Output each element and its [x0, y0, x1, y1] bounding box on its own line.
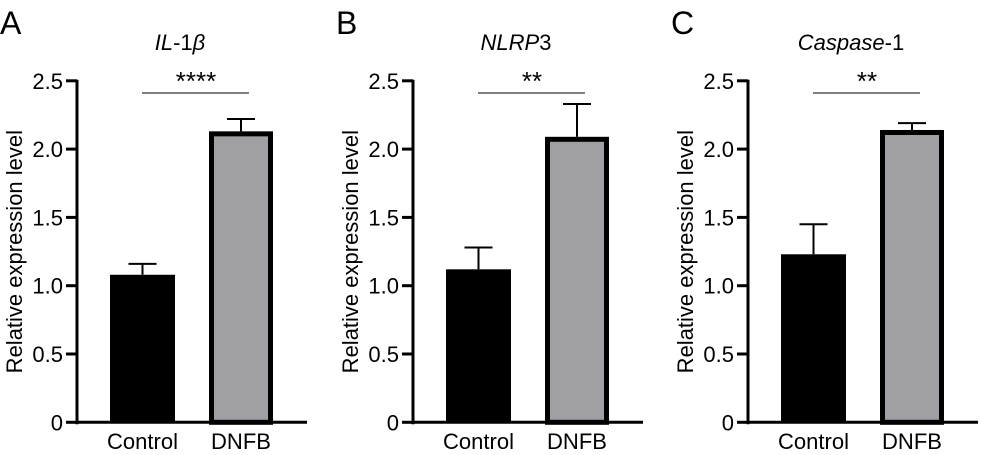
x-tick-label: DNFB	[547, 429, 607, 454]
y-tick-label: 1.0	[368, 274, 399, 299]
panel-title: IL-1β	[155, 30, 206, 55]
y-tick-label: 0	[387, 410, 399, 435]
y-tick-label: 1.5	[703, 205, 734, 230]
x-tick-label: Control	[778, 429, 849, 454]
y-tick-label: 0	[51, 410, 63, 435]
panel-title: NLRP3	[481, 30, 552, 55]
y-axis-label: Relative expression level	[673, 130, 698, 373]
panel-title: Caspase-1	[798, 30, 904, 55]
title-part: -1	[885, 30, 905, 55]
title-part: NLRP	[481, 30, 540, 55]
x-tick-label: Control	[443, 429, 514, 454]
bar-dnfb	[880, 129, 944, 425]
x-tick-label: Control	[107, 429, 178, 454]
y-tick-label: 1.0	[32, 274, 63, 299]
y-tick-label: 2.5	[32, 69, 63, 94]
x-tick-label: DNFB	[882, 429, 942, 454]
title-part: IL	[155, 30, 173, 55]
bar-dnfb	[209, 131, 273, 425]
panel-a: A IL-1β Relative expression level 0 0.5 1.0 1.…	[0, 5, 307, 454]
y-tick-label: 1.5	[368, 205, 399, 230]
y-tick-label: 0.5	[703, 342, 734, 367]
y-axis-label: Relative expression level	[338, 130, 363, 373]
bar-dnfb	[545, 136, 609, 425]
panel-letter: B	[336, 5, 357, 41]
y-tick-label: 0.5	[368, 342, 399, 367]
title-part: -1	[173, 30, 193, 55]
y-tick-label: 0.5	[32, 342, 63, 367]
panel-c: C Caspase-1 Relative expression level 0 0.5 1…	[671, 5, 978, 454]
y-tick-label: 2.0	[703, 137, 734, 162]
title-part: β	[192, 30, 206, 55]
significance-label: **	[522, 66, 542, 96]
y-tick-label: 0	[722, 410, 734, 435]
significance-label: **	[857, 66, 877, 96]
significance-label: ****	[176, 66, 216, 96]
y-axis-label: Relative expression level	[2, 130, 27, 373]
panel-b: B NLRP3 Relative expression level 0 0.5 1.0 1.…	[336, 5, 643, 454]
bar-control	[781, 254, 846, 423]
title-part: Caspase	[798, 30, 885, 55]
y-tick-label: 2.0	[368, 137, 399, 162]
y-tick-label: 2.5	[368, 69, 399, 94]
panel-letter: C	[671, 5, 694, 41]
x-tick-label: DNFB	[211, 429, 271, 454]
title-part: 3	[539, 30, 551, 55]
y-tick-label: 2.0	[32, 137, 63, 162]
y-tick-label: 1.0	[703, 274, 734, 299]
bar-control	[446, 269, 511, 423]
panel-letter: A	[0, 5, 22, 41]
bar-control	[110, 274, 175, 423]
y-tick-label: 2.5	[703, 69, 734, 94]
y-tick-label: 1.5	[32, 205, 63, 230]
